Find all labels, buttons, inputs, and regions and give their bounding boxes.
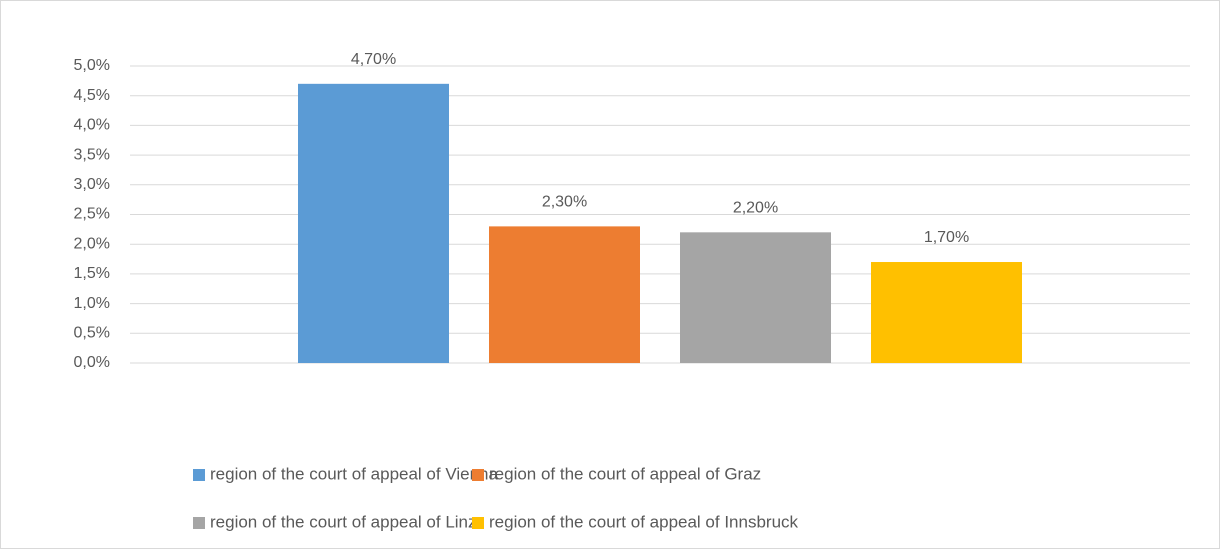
y-tick-label: 0,0% — [74, 354, 110, 371]
legend-label: region of the court of appeal of Graz — [489, 464, 761, 483]
y-tick-label: 3,0% — [74, 176, 110, 193]
bar — [298, 83, 449, 363]
legend-swatch — [193, 469, 205, 481]
y-tick-label: 0,5% — [74, 325, 110, 342]
data-label: 1,70% — [924, 229, 969, 246]
data-label: 2,20% — [733, 200, 778, 217]
legend-swatch — [472, 469, 484, 481]
y-tick-label: 1,5% — [74, 265, 110, 282]
data-label: 4,70% — [351, 51, 396, 68]
y-tick-label: 1,0% — [74, 295, 110, 312]
bar — [871, 262, 1022, 363]
y-tick-label: 2,0% — [74, 235, 110, 252]
legend-label: region of the court of appeal of Vienna — [210, 464, 498, 483]
legend-swatch — [193, 517, 205, 529]
y-tick-label: 5,0% — [74, 57, 110, 74]
y-tick-label: 4,5% — [74, 87, 110, 104]
y-tick-label: 4,0% — [74, 117, 110, 134]
data-label: 2,30% — [542, 194, 587, 211]
legend-label: region of the court of appeal of Innsbru… — [489, 512, 799, 531]
bar — [489, 226, 640, 363]
y-tick-label: 3,5% — [74, 146, 110, 163]
legend-swatch — [472, 517, 484, 529]
bar — [680, 232, 831, 363]
y-tick-label: 2,5% — [74, 206, 110, 223]
legend-label: region of the court of appeal of Linz — [210, 512, 477, 531]
